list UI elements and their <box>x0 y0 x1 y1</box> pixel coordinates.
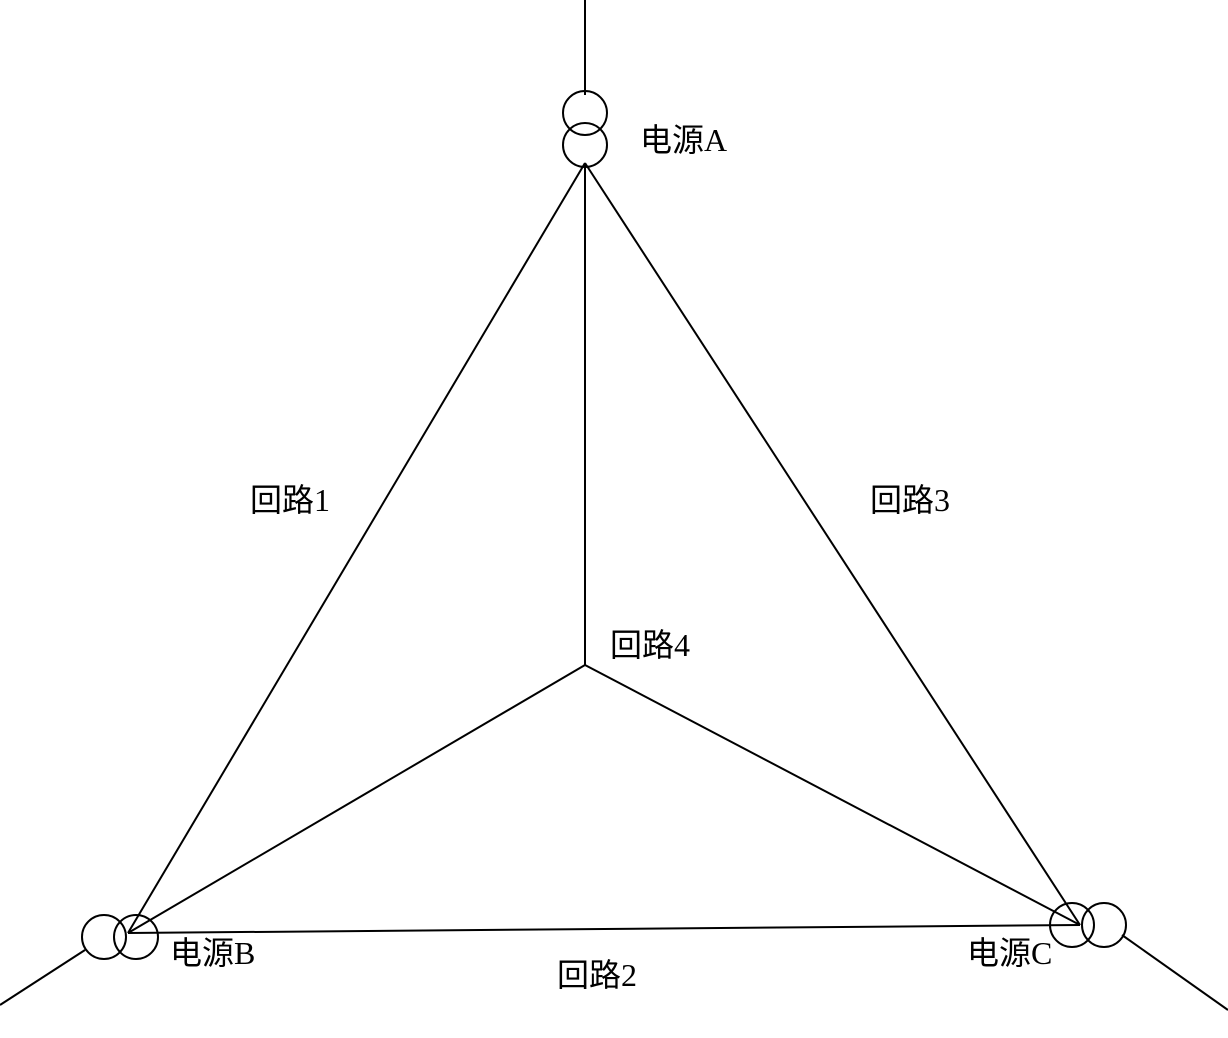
node-label-C: 电源C <box>967 928 1052 974</box>
edge-label-回路1: 回路1 <box>250 475 330 521</box>
edge-label-回路4: 回路4 <box>610 620 690 666</box>
node-label-A: 电源A <box>640 115 727 161</box>
network-diagram <box>0 0 1228 1038</box>
edge-label-回路3: 回路3 <box>870 475 950 521</box>
edge-label-回路2: 回路2 <box>557 950 637 996</box>
node-label-B: 电源B <box>170 928 255 974</box>
